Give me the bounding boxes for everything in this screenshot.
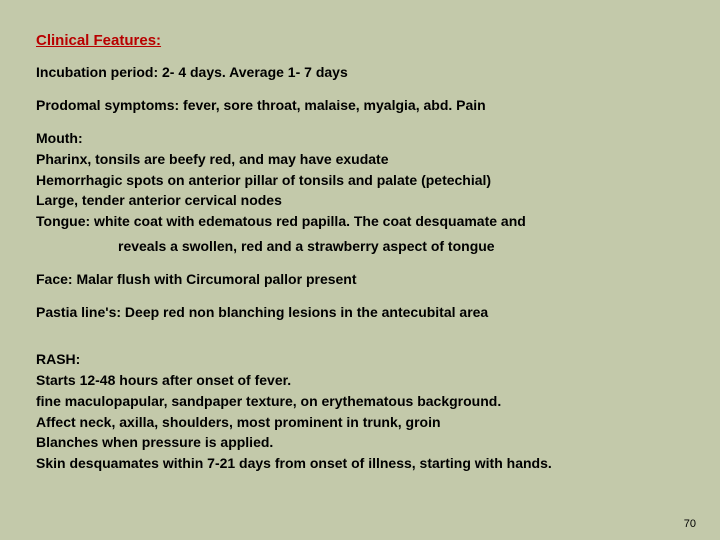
rash-line-3: Affect neck, axilla, shoulders, most pro… <box>36 413 684 432</box>
incubation-line: Incubation period: 2- 4 days. Average 1-… <box>36 63 684 82</box>
rash-section: RASH: Starts 12-48 hours after onset of … <box>36 350 684 473</box>
pastia-line: Pastia line's: Deep red non blanching le… <box>36 303 684 322</box>
mouth-line-1: Pharinx, tonsils are beefy red, and may … <box>36 150 684 169</box>
mouth-section: Mouth: Pharinx, tonsils are beefy red, a… <box>36 129 684 231</box>
face-line: Face: Malar flush with Circumoral pallor… <box>36 270 684 289</box>
mouth-line-3: Large, tender anterior cervical nodes <box>36 191 684 210</box>
rash-line-1: Starts 12-48 hours after onset of fever. <box>36 371 684 390</box>
slide: Clinical Features: Incubation period: 2-… <box>0 0 720 540</box>
rash-line-5: Skin desquamates within 7-21 days from o… <box>36 454 684 473</box>
slide-title: Clinical Features: <box>36 32 684 49</box>
rash-line-2: fine maculopapular, sandpaper texture, o… <box>36 392 684 411</box>
mouth-line-5: reveals a swollen, red and a strawberry … <box>36 237 684 256</box>
prodomal-line: Prodomal symptoms: fever, sore throat, m… <box>36 96 684 115</box>
mouth-line-2: Hemorrhagic spots on anterior pillar of … <box>36 171 684 190</box>
mouth-heading: Mouth: <box>36 129 684 148</box>
mouth-line-4: Tongue: white coat with edematous red pa… <box>36 212 684 231</box>
rash-heading: RASH: <box>36 350 684 369</box>
page-number: 70 <box>684 518 696 530</box>
rash-line-4: Blanches when pressure is applied. <box>36 433 684 452</box>
